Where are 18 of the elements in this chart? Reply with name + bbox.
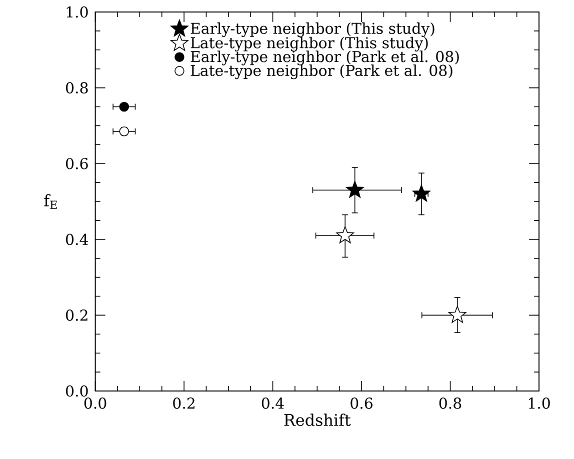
x-tick-label: 1.0 (528, 398, 550, 409)
x-axis-title: Redshift (284, 414, 351, 426)
x-tick-label: 0.0 (84, 398, 106, 409)
legend-label: Early-type neighbor (Park et al. 08) (190, 50, 459, 66)
y-tick-label: 0.2 (66, 310, 88, 321)
y-tick-label: 1.0 (66, 6, 88, 18)
y-tick-label: 0.8 (66, 82, 88, 94)
x-tick-label: 0.8 (439, 398, 462, 409)
y-tick-label: 0.6 (66, 158, 88, 170)
legend-label: Late-type neighbor (This study) (190, 36, 428, 52)
x-tick-label: 0.4 (262, 398, 284, 409)
legend-label: Late-type neighbor (Park et al. 08) (190, 64, 452, 80)
x-tick-label: 0.6 (350, 398, 372, 409)
x-tick-label: 0.2 (173, 398, 194, 409)
y-axis-title: f$_{E}$ (44, 194, 57, 209)
legend-label: Early-type neighbor (This study) (190, 22, 434, 38)
y-tick-label: 0.4 (66, 234, 88, 246)
y-tick-label: 0.0 (66, 385, 88, 397)
